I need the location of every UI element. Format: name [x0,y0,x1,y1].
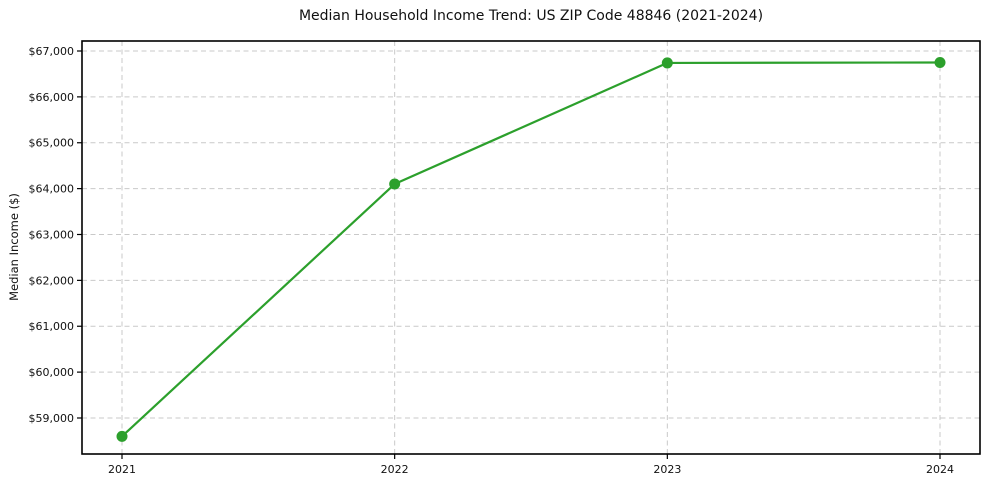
x-tick-label: 2021 [108,463,136,476]
y-tick-label: $61,000 [29,320,75,333]
data-point-marker [116,430,128,442]
data-point-marker [661,57,673,69]
y-tick-label: $66,000 [29,91,75,104]
plot-border [81,40,981,455]
chart-title: Median Household Income Trend: US ZIP Co… [298,8,764,24]
x-tick-label: 2024 [926,463,954,476]
y-tick-label: $67,000 [29,45,75,58]
y-tick-label: $64,000 [29,183,75,196]
y-tick-label: $59,000 [29,412,75,425]
y-tick-label: $62,000 [29,274,75,287]
data-point-marker [934,56,946,68]
series-line [120,61,942,438]
x-tick-label: 2022 [381,463,409,476]
data-point-marker [389,178,401,190]
y-tick-label: $65,000 [29,137,75,150]
y-tick-label: $60,000 [29,366,75,379]
x-tick-label: 2023 [653,463,681,476]
y-tick-label: $63,000 [29,228,75,241]
